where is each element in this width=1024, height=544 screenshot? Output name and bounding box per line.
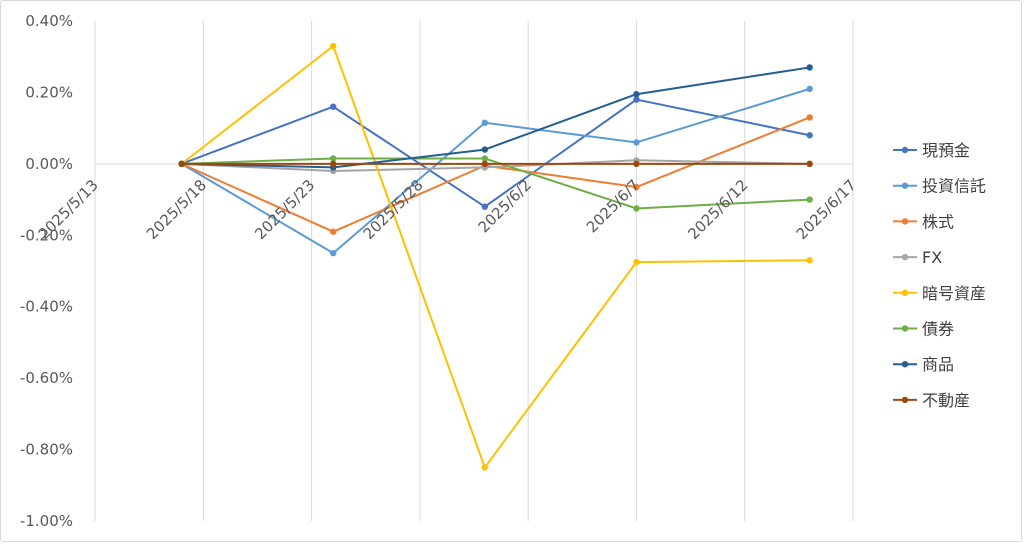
y-tick-label: 0.00% <box>25 155 73 173</box>
y-tick-label: 0.20% <box>25 83 73 101</box>
legend-swatch-marker <box>901 146 909 154</box>
legend-label: FX <box>922 248 942 267</box>
legend-label: 債券 <box>922 320 954 339</box>
x-tick-label: 2025/5/28 <box>360 176 427 243</box>
data-point <box>481 155 489 162</box>
legend-swatch-marker <box>901 253 909 261</box>
y-tick-label: -1.00% <box>20 512 73 530</box>
y-tick-labels: 0.40% 0.20% 0.00% -0.20% -0.40% -0.60% -0.80% -… <box>20 12 73 530</box>
gridlines <box>94 21 854 521</box>
legend-label: 現預金 <box>922 141 970 160</box>
data-point <box>330 228 337 235</box>
x-tick-labels: 2025/5/13 2025/5/18 2025/5/23 2025/5/28 2025… <box>35 176 860 243</box>
legend-label: 不動産 <box>922 391 970 410</box>
series-lines <box>178 42 813 471</box>
data-point <box>806 160 813 168</box>
legend-swatch-marker <box>901 218 909 225</box>
data-point <box>806 257 813 264</box>
data-point <box>633 96 640 103</box>
data-point <box>633 258 640 266</box>
data-point <box>633 183 640 191</box>
data-point <box>330 155 337 162</box>
legend-swatch-marker <box>901 182 909 189</box>
data-point <box>481 464 489 471</box>
y-tick-label: -0.60% <box>20 369 73 387</box>
data-point <box>330 103 337 110</box>
legend-label: 暗号資産 <box>922 284 986 303</box>
data-point <box>481 160 489 168</box>
legend-label: 投資信託 <box>922 177 986 196</box>
data-point <box>806 85 813 93</box>
legend-label: 株式 <box>922 212 954 231</box>
data-point <box>481 146 489 153</box>
legend-label: 商品 <box>922 355 954 374</box>
y-tick-label: -0.20% <box>20 226 73 244</box>
data-point <box>178 160 185 168</box>
data-point <box>330 249 337 257</box>
data-point <box>633 91 640 98</box>
y-tick-label: -0.40% <box>20 298 73 316</box>
data-point <box>481 119 489 126</box>
x-tick-label: 2025/6/17 <box>793 176 860 243</box>
x-tick-label: 2025/5/23 <box>251 176 318 243</box>
data-point <box>633 205 640 212</box>
legend-swatch-marker <box>901 361 909 368</box>
data-point <box>806 64 813 71</box>
data-point <box>330 160 337 168</box>
y-tick-label: -0.80% <box>20 441 73 459</box>
x-tick-label: 2025/5/18 <box>143 176 210 243</box>
x-tick-label: 2025/6/7 <box>583 176 643 236</box>
legend-swatch-marker <box>901 396 909 404</box>
data-point <box>330 42 337 50</box>
data-point <box>633 139 640 146</box>
data-point <box>806 196 813 203</box>
series-line-4 <box>181 45 810 469</box>
legend-swatch-marker <box>901 289 909 296</box>
data-point <box>806 132 813 139</box>
data-point <box>633 160 640 168</box>
data-point <box>481 203 489 210</box>
x-tick-label: 2025/6/12 <box>684 176 751 243</box>
legend-swatch-marker <box>901 325 909 332</box>
series-line-0 <box>181 98 810 208</box>
data-point <box>806 114 813 121</box>
y-tick-label: 0.40% <box>25 12 73 30</box>
axes <box>94 21 853 521</box>
